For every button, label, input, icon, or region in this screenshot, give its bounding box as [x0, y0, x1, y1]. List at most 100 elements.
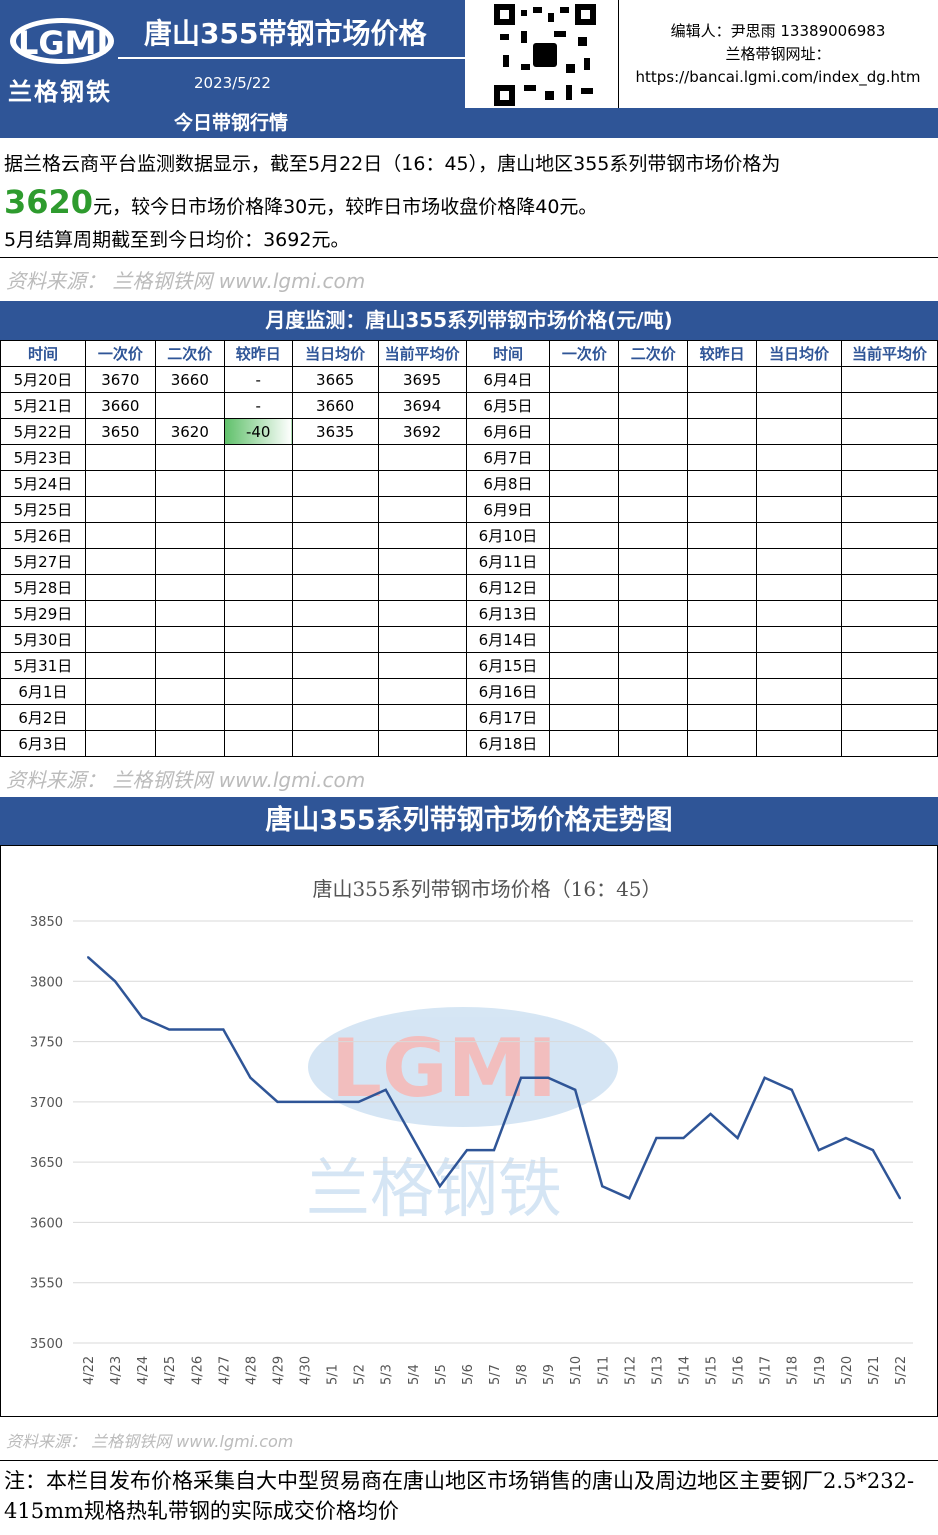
summary-text: 据兰格云商平台监测数据显示，截至5月22日（16：45），唐山地区355系列带钢…: [4, 145, 934, 254]
table-cell: 6月1日: [0, 678, 86, 705]
y-tick-label: 3850: [30, 915, 63, 930]
table-cell: [223, 730, 293, 757]
table-cell: [377, 678, 467, 705]
table-cell: [756, 704, 843, 731]
table-cell: [84, 548, 156, 575]
data-point: [222, 1028, 225, 1031]
data-point: [709, 1112, 712, 1115]
table-cell: [841, 600, 938, 627]
chart-title: 唐山355系列带钢市场价格（16：45）: [312, 877, 661, 901]
y-tick-label: 3650: [30, 1156, 63, 1171]
column-header: 当日均价: [291, 340, 379, 367]
table-cell: 5月24日: [0, 470, 86, 497]
x-tick-label: 5/8: [515, 1364, 530, 1385]
y-tick-label: 3550: [30, 1277, 63, 1292]
x-tick-label: 4/30: [299, 1356, 314, 1385]
column-header: 二次价: [618, 340, 689, 367]
footnote: 注：本栏目发布价格采集自大中型贸易商在唐山地区市场销售的唐山及周边地区主要钢厂2…: [4, 1469, 915, 1523]
table-cell: 3620: [154, 418, 225, 445]
table-cell: [223, 704, 293, 731]
table-cell: [687, 366, 758, 393]
table-row: 5月25日 6月9日: [0, 496, 938, 523]
table-row: 5月26日 6月10日: [0, 522, 938, 549]
table-cell: [154, 496, 225, 523]
table-cell: [687, 730, 758, 757]
data-point: [520, 1076, 523, 1079]
table-cell: [154, 392, 225, 419]
table-cell: [549, 418, 620, 445]
x-tick-label: 5/16: [732, 1356, 747, 1385]
table-cell: [549, 678, 620, 705]
table-cell: [618, 600, 689, 627]
table-cell: 5月29日: [0, 600, 86, 627]
table-cell: [549, 444, 620, 471]
source-3: 资料来源： 兰格钢铁网 www.lgmi.com: [6, 1432, 294, 1451]
table-cell: [377, 470, 467, 497]
table-cell: [618, 444, 689, 471]
data-point: [844, 1137, 847, 1140]
column-header: 时间: [0, 340, 86, 367]
table-cell: 5月25日: [0, 496, 86, 523]
column-header: 较昨日: [223, 340, 293, 367]
table-cell: 3665: [291, 366, 379, 393]
x-tick-label: 5/7: [488, 1364, 503, 1385]
table-cell: [756, 652, 843, 679]
table-cell: 5月26日: [0, 522, 86, 549]
monthly-table: 时间 一次价 二次价 较昨日 当日均价 当前平均价 时间 一次价 二次价 较昨日 当日均价 当前平均价…: [0, 340, 938, 757]
table-row: 5月22日 3650 3620 -40 3635 3692 6月6日: [0, 418, 938, 445]
table-cell: [687, 600, 758, 627]
table-cell: -: [223, 392, 293, 419]
qr-code-icon: [494, 4, 596, 106]
x-tick-label: 5/18: [786, 1356, 801, 1385]
table-cell: -40: [223, 418, 293, 445]
y-tick-label: 3750: [30, 1036, 63, 1051]
table-cell: 3692: [377, 418, 467, 445]
data-point: [493, 1149, 495, 1152]
table-cell: 6月16日: [465, 678, 551, 705]
table-row: 5月21日 3660-3660 3694 6月5日: [0, 392, 938, 419]
site-label: 兰格带钢网址：: [725, 45, 831, 63]
site-url[interactable]: https://bancai.lgmi.com/index_dg.htm: [635, 68, 921, 86]
table-cell: [84, 678, 156, 705]
column-header: 一次价: [84, 340, 156, 367]
table-cell: [154, 548, 225, 575]
x-tick-label: 5/19: [813, 1356, 828, 1385]
price-chart: LGMI 兰格钢铁 唐山355系列带钢市场价格（16：45） 3500 3550 36…: [0, 845, 938, 1417]
table-cell: [687, 704, 758, 731]
table-cell: [84, 600, 156, 627]
table-cell: [841, 470, 938, 497]
table-cell: 6月5日: [465, 392, 551, 419]
x-tick-label: 4/29: [271, 1356, 286, 1385]
summary-line3: 5月结算周期截至到今日均价：3692元。: [4, 229, 350, 251]
data-point: [330, 1100, 333, 1103]
watermark: LGMI 兰格钢铁: [306, 1007, 618, 1227]
table-cell: [377, 548, 467, 575]
x-tick-label: 5/10: [569, 1356, 584, 1385]
data-point: [817, 1149, 820, 1152]
table-cell: [687, 626, 758, 653]
table-cell: [756, 366, 843, 393]
data-point: [87, 956, 89, 959]
table-cell: [618, 678, 689, 705]
table-cell: [377, 730, 467, 757]
table-cell: 6月7日: [465, 444, 551, 471]
table-cell: [841, 496, 938, 523]
table-cell: 3694: [377, 392, 467, 419]
table-cell: [618, 704, 689, 731]
table-cell: 3670: [84, 366, 156, 393]
table-cell: [291, 574, 379, 601]
table-cell: [687, 652, 758, 679]
data-point: [168, 1028, 171, 1031]
table-cell: [756, 392, 843, 419]
x-tick-label: 5/12: [623, 1356, 638, 1385]
x-tick-label: 4/23: [109, 1356, 124, 1385]
table-cell: -: [223, 366, 293, 393]
data-point: [141, 1016, 144, 1019]
x-tick-label: 5/11: [596, 1356, 611, 1385]
table-cell: 6月10日: [465, 522, 551, 549]
table-cell: [549, 652, 620, 679]
table-row: 5月28日 6月12日: [0, 574, 938, 601]
table-cell: 6月11日: [465, 548, 551, 575]
data-point: [276, 1100, 279, 1103]
table-cell: [841, 522, 938, 549]
